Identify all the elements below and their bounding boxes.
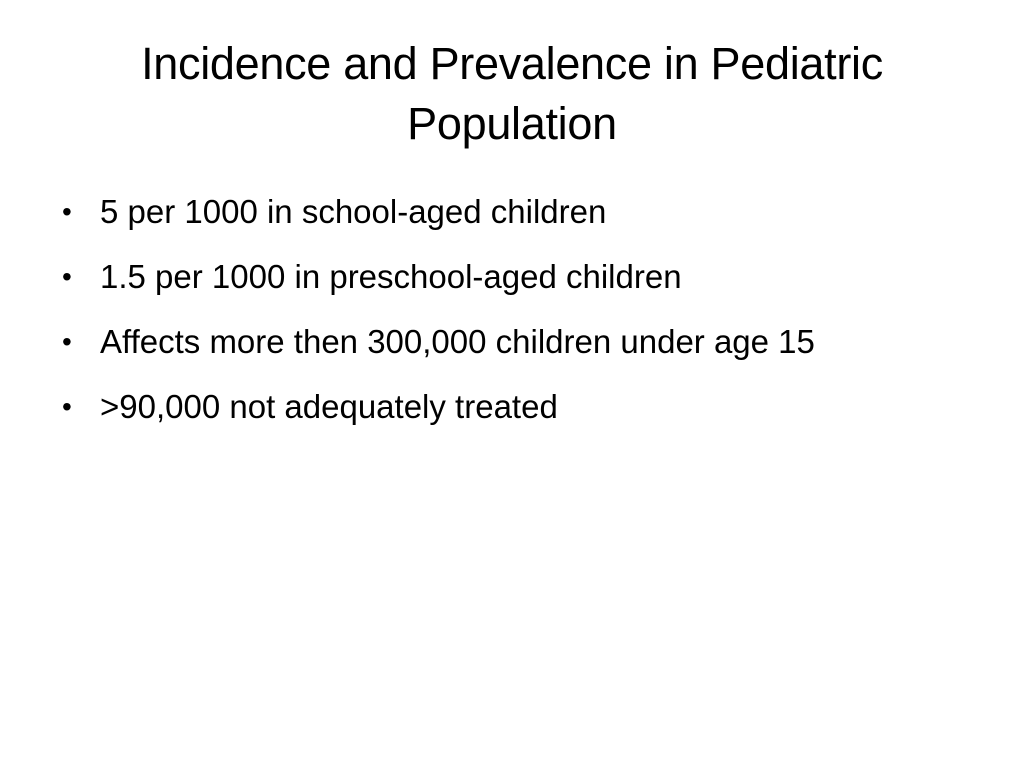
bullet-item: • 5 per 1000 in school-aged children: [60, 186, 960, 238]
bullet-list: • 5 per 1000 in school-aged children • 1…: [60, 186, 960, 446]
bullet-text: >90,000 not adequately treated: [100, 388, 558, 425]
bullet-icon: •: [62, 391, 72, 422]
bullet-text: Affects more then 300,000 children under…: [100, 323, 815, 360]
bullet-text: 5 per 1000 in school-aged children: [100, 193, 607, 230]
bullet-item: • 1.5 per 1000 in preschool-aged childre…: [60, 251, 960, 303]
bullet-icon: •: [62, 261, 72, 292]
bullet-icon: •: [62, 196, 72, 227]
bullet-icon: •: [62, 326, 72, 357]
bullet-text: 1.5 per 1000 in preschool-aged children: [100, 258, 682, 295]
bullet-item: • >90,000 not adequately treated: [60, 381, 960, 433]
bullet-item: • Affects more then 300,000 children und…: [60, 316, 960, 368]
slide-title: Incidence and Prevalence in Pediatric Po…: [141, 38, 883, 149]
